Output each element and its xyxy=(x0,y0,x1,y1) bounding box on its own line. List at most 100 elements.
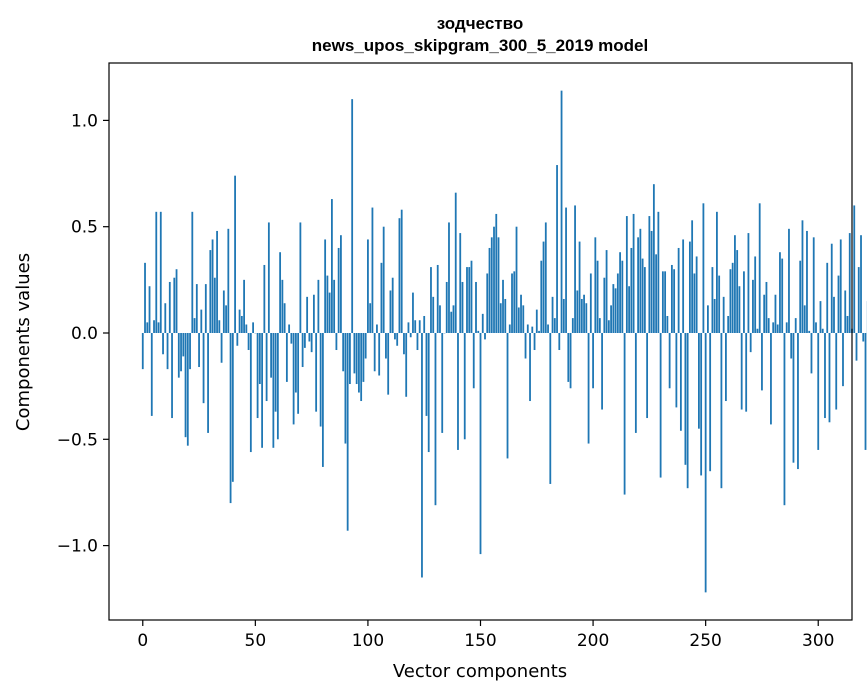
bar xyxy=(452,305,455,333)
bar xyxy=(716,211,718,333)
bar xyxy=(538,330,540,333)
bar xyxy=(734,235,736,333)
bar xyxy=(362,333,365,382)
bar xyxy=(245,324,248,333)
bar xyxy=(513,271,516,333)
bar xyxy=(524,333,527,359)
bar xyxy=(857,267,860,333)
bar xyxy=(770,333,772,425)
bar xyxy=(484,333,486,340)
bar xyxy=(592,333,594,389)
bar xyxy=(394,333,396,340)
bar xyxy=(457,333,459,450)
bar xyxy=(812,237,815,333)
bar xyxy=(416,333,419,351)
bar xyxy=(792,333,795,463)
bar xyxy=(551,296,554,333)
bar xyxy=(425,333,428,416)
x-axis-ticks: 0 50 100 150 200 250 300 xyxy=(137,620,834,651)
bar xyxy=(308,333,311,342)
bar xyxy=(727,315,730,333)
bar xyxy=(432,296,435,333)
bar xyxy=(520,294,522,333)
x-tick-label: 150 xyxy=(464,631,496,651)
bar xyxy=(256,333,259,419)
bar xyxy=(288,324,291,333)
bar xyxy=(331,199,333,333)
bar xyxy=(389,290,392,333)
bar xyxy=(445,281,448,333)
bar xyxy=(704,333,707,593)
bar xyxy=(772,322,775,333)
bar xyxy=(398,218,401,333)
bar xyxy=(364,333,367,359)
bar xyxy=(709,333,712,472)
bar xyxy=(427,333,430,453)
bar xyxy=(380,262,383,333)
bar xyxy=(661,271,664,333)
bar xyxy=(544,222,547,333)
bar xyxy=(177,333,180,378)
bar xyxy=(162,333,164,355)
bar xyxy=(346,333,349,531)
bar xyxy=(688,241,691,333)
bar xyxy=(279,252,282,333)
bar xyxy=(243,279,245,333)
bar xyxy=(833,296,835,333)
bar xyxy=(824,333,826,419)
bar xyxy=(605,250,608,333)
bar xyxy=(713,298,716,333)
bar xyxy=(700,333,703,476)
bar xyxy=(560,90,563,333)
chart-title-line1: зодчество xyxy=(437,14,523,33)
bar xyxy=(258,333,261,385)
bar xyxy=(396,333,399,346)
bar xyxy=(164,303,167,333)
bar xyxy=(542,241,545,333)
bar xyxy=(695,256,698,333)
bar xyxy=(281,279,284,333)
bar xyxy=(855,333,858,361)
bar xyxy=(461,281,464,333)
bar xyxy=(657,211,660,333)
bar xyxy=(553,318,556,333)
y-axis-ticks: −1.0 −0.5 0.0 0.5 1.0 xyxy=(57,111,109,557)
bar xyxy=(495,213,498,333)
bar xyxy=(148,286,151,333)
bar xyxy=(173,277,176,333)
bar xyxy=(549,333,552,484)
bar xyxy=(168,281,171,333)
bar xyxy=(610,305,612,333)
bar xyxy=(806,230,808,333)
bar xyxy=(358,333,360,393)
bar xyxy=(603,277,606,333)
y-tick-label: −1.0 xyxy=(57,537,98,557)
bar xyxy=(371,207,374,333)
bar xyxy=(324,239,327,333)
bar xyxy=(477,330,480,333)
bar xyxy=(580,298,583,333)
bar xyxy=(776,324,779,333)
bar xyxy=(481,313,484,333)
bar xyxy=(409,333,412,338)
bar xyxy=(405,333,408,397)
bar xyxy=(315,333,318,412)
x-tick-label: 250 xyxy=(689,631,721,651)
bar xyxy=(522,305,525,333)
bar xyxy=(421,333,423,578)
bar xyxy=(333,279,336,333)
bar xyxy=(321,333,324,467)
bar xyxy=(171,333,173,419)
bar xyxy=(337,247,340,333)
bar xyxy=(614,288,617,333)
bar xyxy=(391,277,394,333)
bar xyxy=(725,333,727,402)
bar xyxy=(562,298,565,333)
bar xyxy=(565,207,567,333)
bar xyxy=(344,333,347,444)
bar xyxy=(864,333,867,450)
bar xyxy=(202,333,205,404)
bar xyxy=(290,333,293,344)
bar xyxy=(400,209,403,333)
